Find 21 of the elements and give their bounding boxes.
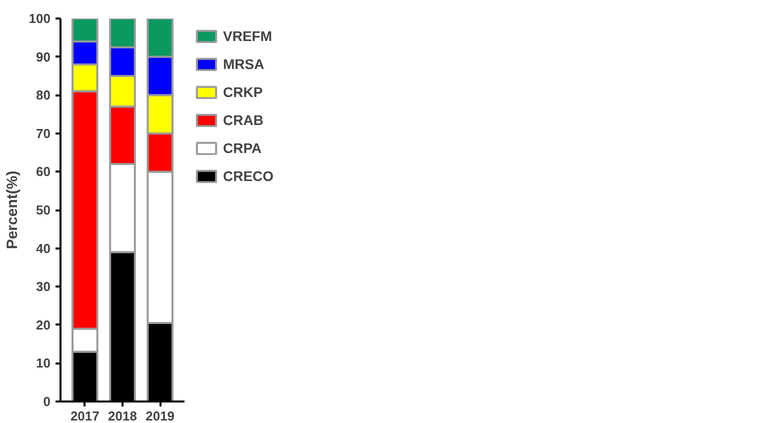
x-tick-label: 2018 [108, 408, 137, 423]
y-tick-label: 70 [36, 126, 51, 141]
y-tick-label: 80 [36, 88, 51, 103]
y-tick-label: 10 [36, 356, 51, 371]
legend-label: CRKP [223, 84, 263, 100]
x-tick-label: 2019 [146, 408, 175, 423]
y-tick-label: 100 [28, 11, 51, 26]
y-tick-label: 40 [36, 240, 51, 256]
y-axis-title: Percent(%) [4, 170, 21, 250]
y-tick-label: 0 [43, 394, 51, 409]
legend-label: VREFM [223, 28, 272, 44]
y-tick-label: 20 [36, 317, 51, 332]
y-tick-label: 50 [36, 202, 51, 218]
legend-label: CRAB [223, 112, 264, 128]
y-tick-label: 90 [36, 49, 51, 64]
x-tick-label: 2017 [70, 408, 100, 423]
y-tick-label: 60 [36, 164, 51, 180]
legend-label: CRECO [223, 168, 274, 184]
legend-label: CRPA [223, 140, 262, 156]
y-tick-label: 30 [36, 279, 51, 294]
legend-label: MRSA [223, 56, 264, 72]
